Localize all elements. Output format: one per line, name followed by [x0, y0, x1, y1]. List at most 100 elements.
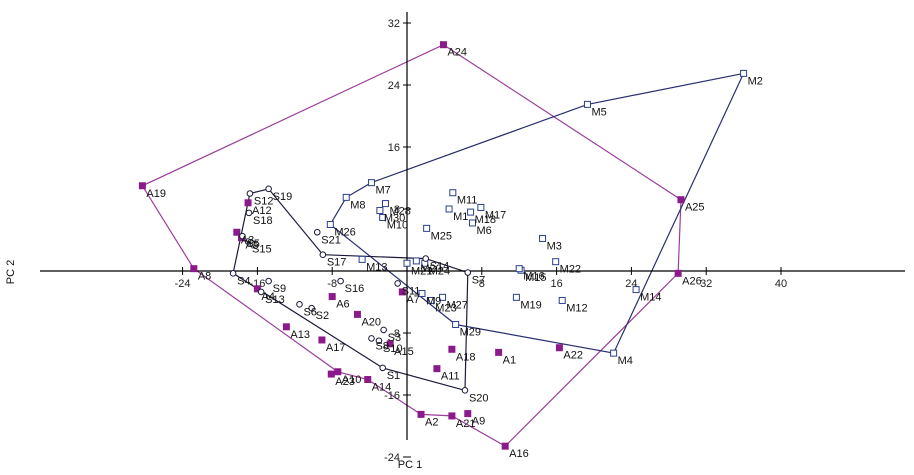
point-m13 [358, 255, 366, 263]
label-m17: M17 [485, 209, 506, 221]
point-m14 [632, 286, 640, 294]
point-a17 [318, 336, 326, 344]
point-a8 [190, 265, 198, 273]
label-a16: A16 [509, 448, 529, 460]
label-m16: M16 [523, 271, 544, 283]
label-s16: S16 [345, 283, 365, 295]
point-s8 [368, 335, 375, 342]
point-s19 [265, 185, 272, 193]
label-m13: M13 [366, 261, 387, 273]
label-s18: S18 [253, 215, 273, 227]
point-a7 [398, 288, 406, 296]
point-a3 [233, 228, 241, 236]
point-m6 [468, 219, 476, 227]
y-tick-label: -24 [384, 452, 400, 464]
point-s16 [337, 277, 344, 285]
label-a5: A5 [246, 240, 259, 252]
point-a13 [282, 323, 290, 331]
point-m17 [477, 203, 485, 211]
y-tick-label: -16 [384, 390, 400, 402]
hull-a [141, 44, 682, 447]
point-m7 [367, 179, 375, 187]
label-a22: A22 [563, 350, 583, 362]
point-m3 [539, 234, 547, 242]
label-a23: A23 [335, 376, 355, 388]
point-m12 [558, 296, 566, 304]
label-m28: M28 [389, 206, 410, 218]
point-m25 [423, 224, 431, 232]
label-m10: M10 [387, 220, 408, 232]
label-s3: S3 [388, 332, 401, 344]
label-m15: M15 [525, 272, 546, 284]
label-a2: A2 [425, 416, 438, 428]
label-s21: S21 [321, 234, 341, 246]
point-a12 [244, 199, 252, 207]
point-a15 [386, 340, 394, 348]
y-tick-label: 8 [394, 204, 400, 216]
point-m5 [583, 100, 591, 108]
point-m22 [552, 258, 560, 266]
point-m2 [740, 69, 748, 77]
label-m11: M11 [457, 195, 478, 207]
x-tick-label: -16 [249, 278, 265, 290]
label-s20: S20 [469, 392, 489, 404]
x-axis-label: PC 1 [398, 459, 422, 471]
label-s2: S2 [316, 310, 329, 322]
label-m9: M9 [426, 295, 441, 307]
hull-m [329, 72, 745, 354]
point-s17 [319, 251, 327, 259]
point-s7 [464, 269, 472, 276]
label-a19: A19 [146, 188, 166, 200]
label-s19: S19 [273, 191, 293, 203]
label-m5: M5 [591, 106, 606, 118]
label-m21: M21 [411, 265, 432, 277]
point-m20 [412, 257, 420, 265]
point-a26 [674, 269, 682, 277]
label-a15: A15 [394, 346, 414, 358]
point-m23 [427, 296, 435, 304]
label-a24: A24 [447, 47, 467, 59]
point-s2 [308, 304, 315, 312]
label-m20: M20 [420, 263, 441, 275]
point-m27 [439, 293, 447, 301]
x-tick-label: 8 [479, 278, 485, 290]
point-m26 [326, 221, 334, 228]
point-s20 [461, 387, 469, 394]
label-a14: A14 [372, 382, 392, 394]
point-s13 [257, 288, 265, 296]
label-m22: M22 [560, 264, 581, 276]
point-s9 [265, 277, 272, 285]
label-a8: A8 [198, 271, 211, 283]
label-s4: S4 [237, 275, 250, 287]
label-m6: M6 [476, 225, 491, 237]
y-tick-label: -8 [390, 328, 400, 340]
label-m12: M12 [566, 302, 587, 314]
label-a11: A11 [441, 371, 460, 383]
point-m1 [445, 205, 453, 213]
point-a1 [495, 348, 503, 356]
label-s8: S8 [375, 340, 388, 352]
point-a20 [353, 310, 361, 318]
point-s12 [246, 190, 254, 197]
x-tick-label: 16 [550, 278, 562, 290]
point-a18 [448, 345, 456, 353]
point-s1 [379, 364, 386, 372]
point-m8 [342, 193, 350, 201]
label-m2: M2 [748, 75, 763, 87]
label-a9: A9 [472, 416, 485, 428]
point-a9 [464, 410, 472, 418]
point-m19 [512, 293, 520, 301]
label-m24: M24 [429, 265, 450, 277]
point-a25 [677, 196, 685, 204]
label-a25: A25 [685, 202, 705, 214]
data-points [138, 41, 748, 450]
label-s14: S14 [430, 261, 450, 273]
y-tick-label: 24 [388, 80, 400, 92]
point-a6 [328, 293, 336, 301]
label-m19: M19 [520, 299, 541, 311]
convex-hulls [141, 44, 745, 447]
label-s7: S7 [472, 275, 485, 287]
label-m18: M18 [475, 214, 496, 226]
label-m29: M29 [460, 326, 481, 338]
label-s6: S6 [303, 306, 316, 318]
